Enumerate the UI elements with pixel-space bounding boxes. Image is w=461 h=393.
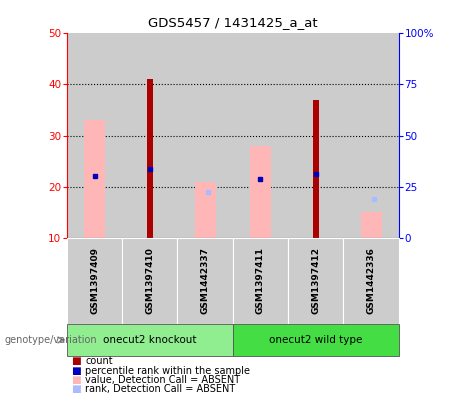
Text: GSM1397411: GSM1397411 [256, 248, 265, 314]
Text: ■: ■ [71, 375, 81, 385]
Bar [122, 238, 177, 324]
Text: count: count [85, 356, 113, 366]
Text: GSM1442337: GSM1442337 [201, 248, 210, 314]
Bar [233, 33, 288, 238]
Text: genotype/variation: genotype/variation [5, 335, 97, 345]
Bar [361, 212, 382, 238]
Text: value, Detection Call = ABSENT: value, Detection Call = ABSENT [85, 375, 240, 385]
Bar [343, 238, 399, 324]
Text: GSM1442336: GSM1442336 [366, 248, 376, 314]
Text: onecut2 wild type: onecut2 wild type [269, 335, 362, 345]
Text: ■: ■ [71, 365, 81, 376]
Bar [67, 33, 122, 238]
Bar [233, 324, 399, 356]
Text: percentile rank within the sample: percentile rank within the sample [85, 365, 250, 376]
Bar [84, 120, 105, 238]
Title: GDS5457 / 1431425_a_at: GDS5457 / 1431425_a_at [148, 17, 318, 29]
Bar [313, 100, 319, 238]
Bar [233, 238, 288, 324]
Text: onecut2 knockout: onecut2 knockout [103, 335, 196, 345]
Bar [195, 182, 216, 238]
Text: GSM1397412: GSM1397412 [311, 248, 320, 314]
Bar [67, 238, 122, 324]
Text: rank, Detection Call = ABSENT: rank, Detection Call = ABSENT [85, 384, 236, 393]
Text: ■: ■ [71, 384, 81, 393]
Text: ■: ■ [71, 356, 81, 366]
Bar [250, 146, 271, 238]
Bar [177, 33, 233, 238]
Bar [147, 79, 153, 238]
Text: GSM1397410: GSM1397410 [145, 248, 154, 314]
Bar [177, 238, 233, 324]
Bar [288, 238, 343, 324]
Bar [343, 33, 399, 238]
Bar [288, 33, 343, 238]
Text: GSM1397409: GSM1397409 [90, 248, 99, 314]
Bar [67, 324, 233, 356]
Bar [122, 33, 177, 238]
